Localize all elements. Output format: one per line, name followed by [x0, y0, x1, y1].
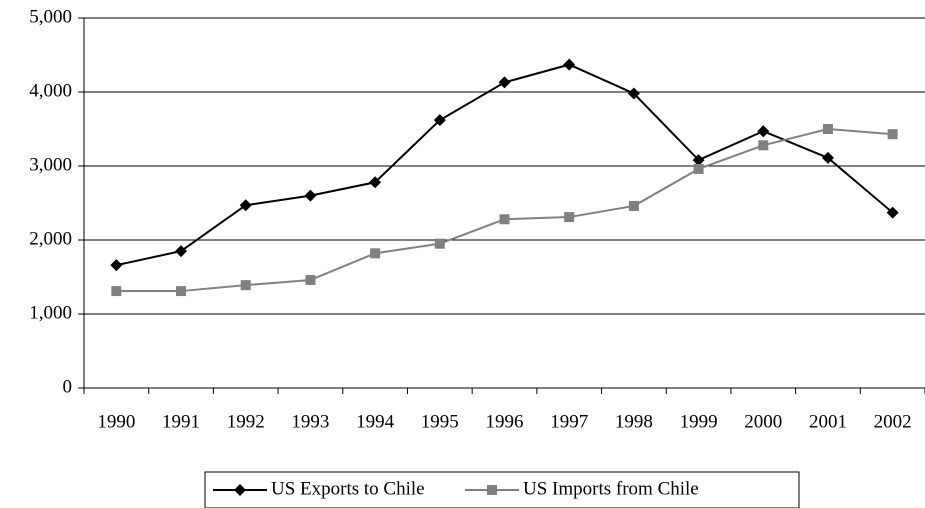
marker — [563, 58, 576, 71]
x-tick-label: 1991 — [162, 411, 200, 432]
x-tick-label: 2002 — [874, 411, 912, 432]
marker — [628, 200, 639, 211]
marker — [304, 189, 317, 202]
marker — [176, 286, 187, 297]
x-tick-label: 1993 — [291, 411, 329, 432]
marker — [822, 124, 833, 134]
marker — [887, 129, 898, 140]
marker — [240, 280, 251, 291]
marker — [627, 87, 640, 100]
marker — [499, 214, 510, 225]
y-tick-label: 3,000 — [29, 154, 72, 175]
x-tick-label: 1992 — [227, 411, 265, 432]
marker — [886, 206, 899, 219]
x-tick-label: 1994 — [356, 411, 395, 432]
marker — [758, 140, 769, 151]
legend-label: US Imports from Chile — [523, 478, 699, 499]
x-tick-label: 1998 — [615, 411, 653, 432]
y-tick-label: 0 — [63, 376, 73, 397]
marker — [692, 154, 705, 167]
y-tick-label: 5,000 — [29, 6, 72, 27]
marker — [487, 485, 497, 495]
x-tick-label: 1999 — [680, 411, 718, 432]
marker — [370, 248, 381, 259]
marker — [564, 212, 575, 223]
y-tick-label: 1,000 — [29, 302, 72, 323]
marker — [369, 176, 382, 189]
marker — [821, 151, 834, 164]
marker — [234, 484, 246, 496]
legend-label: US Exports to Chile — [271, 478, 425, 499]
series-line — [116, 127, 893, 293]
y-tick-label: 2,000 — [29, 228, 72, 249]
series-line — [116, 63, 894, 267]
marker — [693, 163, 704, 174]
x-tick-label: 1990 — [97, 411, 135, 432]
marker — [305, 274, 316, 285]
marker — [433, 114, 446, 127]
y-tick-label: 4,000 — [29, 80, 72, 101]
x-tick-label: 2001 — [809, 411, 847, 432]
marker — [175, 245, 188, 258]
x-tick-label: 1997 — [550, 411, 588, 432]
marker — [111, 286, 122, 297]
x-tick-label: 1995 — [421, 411, 459, 432]
marker — [110, 259, 123, 272]
marker — [498, 76, 511, 89]
marker — [434, 238, 445, 249]
marker — [239, 199, 252, 212]
x-tick-label: 1996 — [486, 411, 524, 432]
x-tick-label: 2000 — [744, 411, 782, 432]
marker — [757, 125, 770, 138]
